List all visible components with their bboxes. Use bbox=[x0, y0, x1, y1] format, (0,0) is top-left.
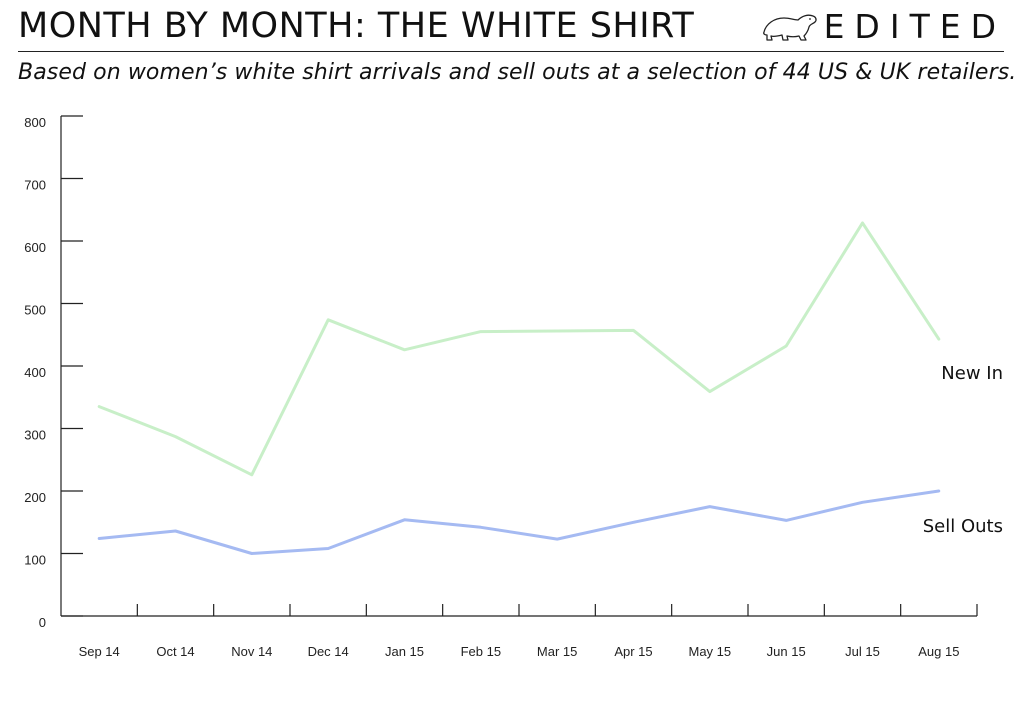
series-label-new-in: New In bbox=[941, 363, 1003, 384]
y-axis-ticks: 0 100 200 300 400 500 600 700 800 bbox=[24, 115, 83, 630]
chart-title: MONTH BY MONTH: THE WHITE SHIRT bbox=[18, 6, 695, 46]
x-tick-label: Nov 14 bbox=[231, 644, 272, 659]
y-tick-label: 300 bbox=[24, 428, 46, 443]
title-rule bbox=[18, 51, 1004, 52]
x-tick-label: Aug 15 bbox=[918, 644, 959, 659]
x-tick-label: Oct 14 bbox=[156, 644, 194, 659]
x-tick-label: Jul 15 bbox=[845, 644, 880, 659]
x-axis-ticks: Sep 14 Oct 14 Nov 14 Dec 14 Jan 15 Feb 15 Mar … bbox=[79, 604, 978, 659]
y-tick-label: 700 bbox=[24, 178, 46, 193]
y-tick-label: 400 bbox=[24, 365, 46, 380]
y-tick-label: 0 bbox=[39, 615, 46, 630]
series-label-sell-outs: Sell Outs bbox=[923, 516, 1003, 537]
series-line-new-in bbox=[97, 221, 941, 477]
brand-wordmark: EDITED bbox=[823, 6, 1006, 46]
x-tick-label: Dec 14 bbox=[308, 644, 349, 659]
axes bbox=[60, 116, 977, 617]
x-tick-label: Sep 14 bbox=[79, 644, 120, 659]
y-tick-label: 800 bbox=[24, 115, 46, 130]
chart-subtitle: Based on women’s white shirt arrivals an… bbox=[18, 60, 1017, 85]
polar-bear-icon bbox=[762, 14, 817, 41]
y-tick-label: 600 bbox=[24, 240, 46, 255]
series-labels: New In Sell Outs bbox=[923, 363, 1003, 537]
series-lines bbox=[97, 221, 941, 555]
y-tick-label: 200 bbox=[24, 490, 46, 505]
series-line-sell-outs bbox=[97, 489, 941, 555]
x-tick-label: Mar 15 bbox=[537, 644, 577, 659]
x-tick-label: Jan 15 bbox=[385, 644, 424, 659]
x-tick-label: May 15 bbox=[689, 644, 732, 659]
y-tick-label: 100 bbox=[24, 553, 46, 568]
brand: EDITED bbox=[760, 6, 1006, 46]
x-tick-label: Feb 15 bbox=[461, 644, 501, 659]
x-tick-label: Jun 15 bbox=[767, 644, 806, 659]
x-tick-label: Apr 15 bbox=[614, 644, 652, 659]
y-tick-label: 500 bbox=[24, 303, 46, 318]
